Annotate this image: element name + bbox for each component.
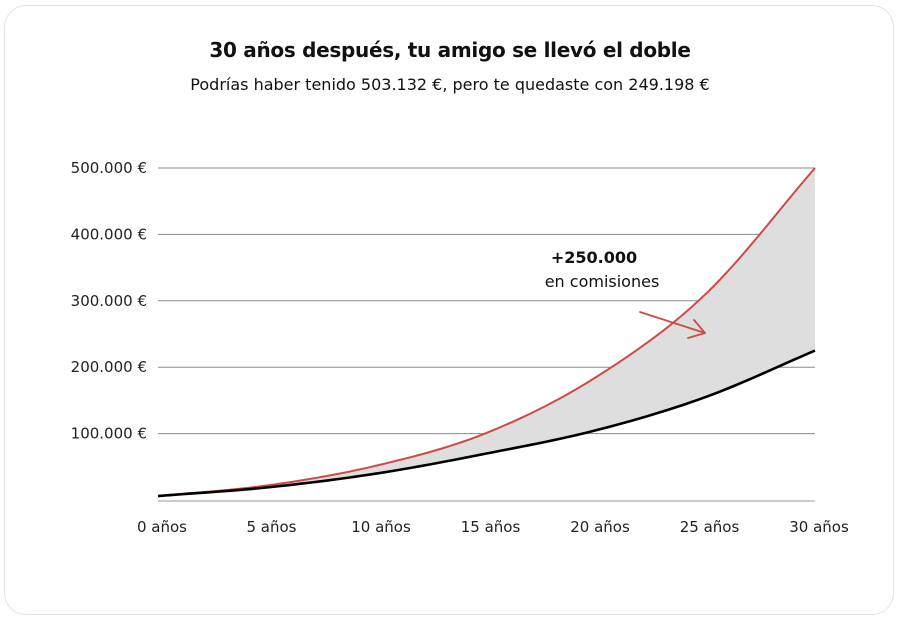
y-tick-label: 400.000 € <box>71 225 147 243</box>
series-line-with-fees <box>157 349 816 498</box>
x-tick-label: 5 años <box>246 518 296 536</box>
chart-subtitle: Podrías haber tenido 503.132 €, pero te … <box>190 75 710 94</box>
x-tick-label: 30 años <box>789 518 849 536</box>
x-tick-label: 15 años <box>461 518 521 536</box>
x-tick-label: 25 años <box>680 518 740 536</box>
chart-title: 30 años después, tu amigo se llevó el do… <box>209 38 691 62</box>
fee-gap-area <box>158 168 815 497</box>
annotation-text: en comisiones <box>545 272 660 291</box>
y-tick-label: 200.000 € <box>71 358 147 376</box>
y-tick-label: 100.000 € <box>71 425 147 443</box>
y-axis-ticks: 100.000 € 200.000 € 300.000 € 400.000 € 500.… <box>71 159 147 443</box>
y-tick-label: 500.000 € <box>71 159 147 177</box>
x-tick-label: 20 años <box>570 518 630 536</box>
annotation-arrow <box>639 311 706 339</box>
annotation-value: +250.000 <box>551 248 637 267</box>
x-tick-label: 10 años <box>351 518 411 536</box>
x-axis-ticks: 0 años 5 años 10 años 15 años 20 años 25 años… <box>137 518 849 536</box>
series-line-without-fees <box>157 167 816 498</box>
x-tick-label: 0 años <box>137 518 187 536</box>
y-tick-label: 300.000 € <box>71 292 147 310</box>
